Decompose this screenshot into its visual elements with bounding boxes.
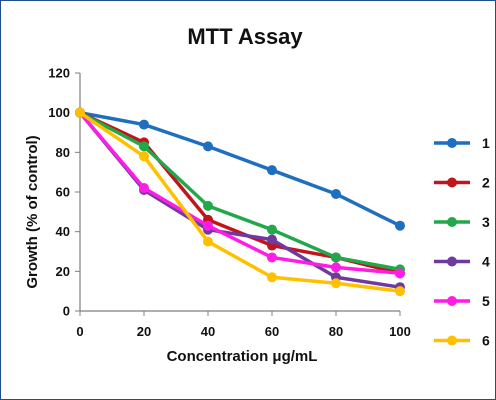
data-point	[267, 165, 277, 176]
x-tick-label: 20	[137, 324, 151, 339]
legend-label: 4	[482, 254, 490, 270]
legend-swatch-marker	[447, 217, 457, 227]
legend-label: 6	[482, 333, 490, 349]
data-point	[139, 119, 149, 130]
legend-label: 5	[482, 293, 490, 309]
data-point	[267, 272, 277, 283]
data-point	[139, 151, 149, 162]
x-tick-label: 0	[76, 324, 83, 339]
y-axis-ticks: 0 20 40 60 80 100 120	[48, 66, 80, 319]
legend-item: 6	[434, 333, 490, 349]
legend-item: 1	[434, 135, 490, 151]
series-6	[75, 107, 405, 297]
data-point	[267, 234, 277, 245]
data-point	[267, 224, 277, 235]
legend-label: 3	[482, 214, 490, 230]
y-tick-label: 80	[56, 145, 70, 160]
data-point	[331, 252, 341, 263]
data-point	[203, 220, 213, 231]
x-tick-label: 60	[265, 324, 279, 339]
legend-item: 2	[434, 175, 490, 191]
y-tick-label: 60	[56, 185, 70, 200]
y-tick-label: 40	[56, 224, 70, 239]
y-tick-label: 20	[56, 264, 70, 279]
data-point	[203, 200, 213, 211]
chart-title: MTT Assay	[187, 24, 303, 49]
data-point	[395, 220, 405, 231]
data-point	[331, 278, 341, 289]
series-2	[75, 107, 405, 279]
legend-item: 3	[434, 214, 490, 230]
x-axis-ticks: 0 20 40 60 80 100	[76, 311, 411, 339]
y-tick-label: 100	[48, 105, 70, 120]
x-axis-label: Concentration μg/mL	[167, 348, 318, 365]
data-point	[203, 236, 213, 247]
series-line	[79, 110, 401, 228]
legend-swatch-marker	[447, 335, 457, 346]
series-line	[79, 111, 401, 293]
data-point	[203, 141, 213, 152]
legend-item: 5	[434, 293, 490, 309]
data-point	[75, 107, 85, 118]
x-tick-label: 40	[201, 324, 215, 339]
data-point	[139, 183, 149, 194]
x-tick-label: 100	[389, 324, 411, 339]
data-point	[331, 188, 341, 199]
data-point	[395, 268, 405, 279]
y-tick-label: 120	[48, 66, 70, 81]
legend-swatch-marker	[447, 256, 457, 267]
legend-swatch-marker	[447, 138, 457, 148]
legend: 1 2 3 4 5 6	[434, 135, 490, 349]
series-line	[79, 111, 401, 272]
data-point	[331, 262, 341, 273]
axes	[79, 73, 400, 312]
data-point	[395, 286, 405, 297]
legend-label: 1	[482, 135, 490, 151]
series-line	[78, 111, 401, 276]
data-point	[267, 252, 277, 263]
legend-item: 4	[434, 254, 490, 270]
y-axis-label: Growth (% of control)	[24, 135, 41, 288]
y-tick-label: 0	[63, 304, 70, 319]
legend-label: 2	[482, 175, 490, 191]
data-point	[139, 141, 149, 152]
legend-swatch-marker	[447, 177, 457, 188]
legend-swatch-marker	[447, 296, 457, 306]
x-tick-label: 80	[329, 324, 343, 339]
series-3	[75, 107, 405, 275]
series-group	[75, 107, 405, 297]
